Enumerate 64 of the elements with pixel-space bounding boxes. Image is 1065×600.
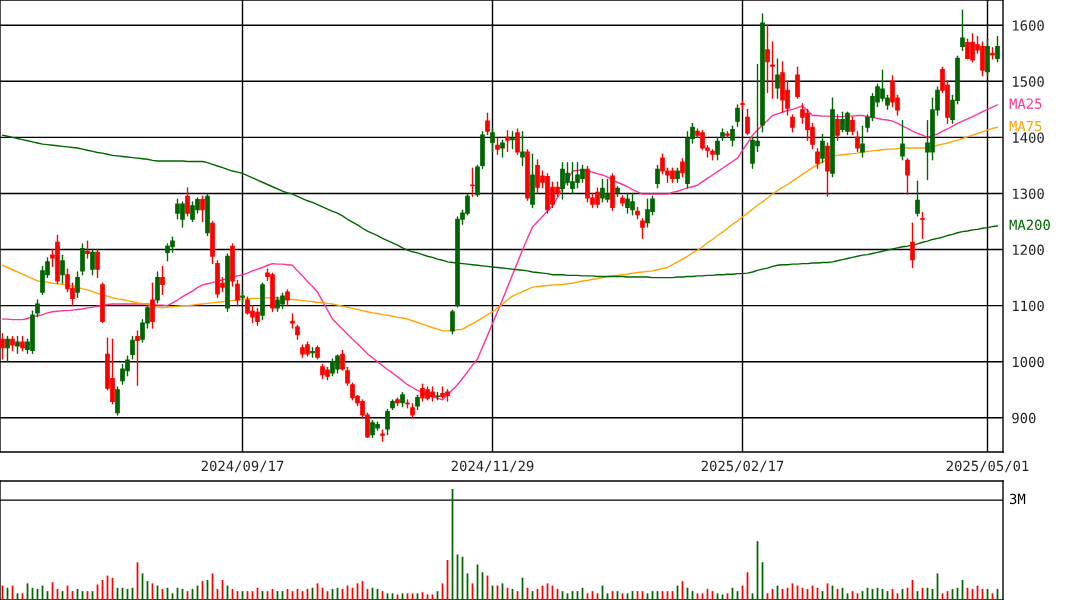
candlestick — [235, 279, 240, 307]
candlestick — [765, 24, 770, 94]
candlestick — [920, 211, 925, 240]
ref-line-label: 3M — [1009, 493, 1026, 505]
candlestick — [0, 332, 5, 360]
candlestick — [150, 282, 155, 329]
candlestick — [135, 330, 140, 386]
candlestick — [960, 9, 965, 52]
y-tick-label: 900 — [1012, 412, 1036, 424]
candlestick — [115, 386, 120, 416]
candlestick — [515, 128, 520, 155]
y-tick-label: 1200 — [1013, 244, 1044, 256]
candlestick — [155, 271, 160, 304]
candlestick — [90, 248, 95, 276]
candlestick — [905, 158, 910, 195]
y-tick-label: 1500 — [1013, 76, 1044, 87]
y-tick-label: 1400 — [1013, 132, 1044, 143]
candlestick — [900, 119, 905, 161]
candlestick — [735, 104, 740, 127]
candlestick — [60, 254, 65, 284]
series-label: MA25 — [1009, 98, 1042, 109]
candlestick — [505, 129, 510, 153]
candlestick — [520, 131, 525, 167]
candlestick — [815, 147, 820, 169]
candlestick — [5, 335, 10, 363]
candlestick — [450, 309, 455, 335]
line-series — [1, 126, 999, 332]
candlestick — [340, 349, 345, 371]
candlestick — [130, 335, 135, 360]
candlestick — [745, 108, 750, 136]
candlestick — [995, 35, 1000, 63]
candlestick — [385, 408, 390, 436]
candlestick — [775, 58, 780, 99]
x-tick-label: 2025/05/01 — [946, 460, 1029, 473]
series-label: MA75 — [1009, 121, 1042, 132]
candlestick — [490, 128, 495, 153]
candlestick — [730, 125, 735, 147]
candlestick — [795, 66, 800, 99]
candlestick — [915, 180, 920, 217]
candlestick — [770, 41, 775, 99]
candlestick — [95, 248, 100, 279]
candlestick — [185, 187, 190, 217]
candlestick — [655, 164, 660, 189]
candlestick — [160, 265, 165, 296]
candlestick — [715, 136, 720, 161]
x-tick-label: 2024/09/17 — [201, 460, 284, 473]
y-tick-label: 1100 — [1013, 300, 1044, 312]
candlestick — [910, 222, 915, 269]
candlestick — [80, 243, 85, 276]
y-tick-label: 1300 — [1013, 188, 1044, 199]
candlestick — [835, 114, 840, 141]
candlestick — [485, 112, 490, 136]
candlestick — [855, 131, 860, 153]
candlestick — [75, 271, 80, 298]
x-tick-label: 2024/11/29 — [451, 460, 534, 473]
candlestick — [200, 195, 205, 223]
x-tick-label: 2025/02/17 — [701, 460, 784, 473]
candlestick — [820, 133, 825, 164]
candlestick — [640, 218, 645, 240]
y-tick-label: 1600 — [1013, 20, 1044, 31]
y-tick-label: 1000 — [1013, 356, 1044, 368]
series-label: MA200 — [1009, 219, 1050, 231]
candlestick — [470, 167, 475, 197]
candlestick — [860, 125, 865, 158]
